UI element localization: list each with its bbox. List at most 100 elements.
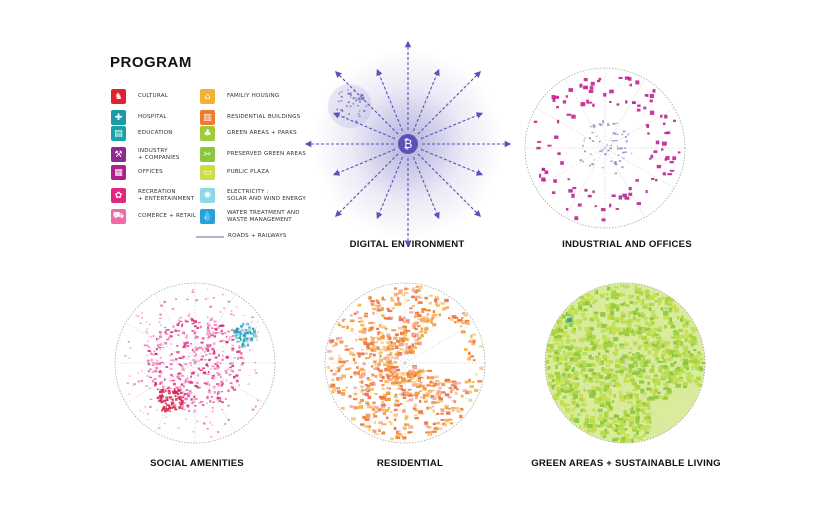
building-block xyxy=(601,323,608,329)
building-block xyxy=(623,301,626,306)
building-block xyxy=(360,423,365,426)
building-block xyxy=(671,336,677,339)
building-block xyxy=(620,371,624,376)
building-block xyxy=(368,296,372,300)
building-block xyxy=(583,78,588,82)
building-block xyxy=(399,384,403,387)
building-block xyxy=(391,367,395,371)
building-block xyxy=(564,362,569,367)
building-block xyxy=(631,438,634,443)
building-block xyxy=(165,399,169,402)
building-block xyxy=(373,360,377,364)
building-block xyxy=(666,317,671,320)
building-block xyxy=(643,364,649,367)
building-block xyxy=(213,335,217,338)
building-block xyxy=(181,396,185,399)
building-block xyxy=(186,380,190,383)
building-block xyxy=(431,400,436,405)
building-block xyxy=(171,359,175,362)
building-block xyxy=(336,377,340,381)
building-block xyxy=(386,346,390,350)
building-block xyxy=(166,396,169,400)
building-block xyxy=(594,298,598,303)
building-block xyxy=(208,399,212,403)
building-block xyxy=(414,342,419,345)
building-block xyxy=(168,336,171,339)
building-block xyxy=(694,340,698,346)
building-block xyxy=(563,402,567,408)
building-block xyxy=(637,104,641,107)
building-block xyxy=(329,384,333,387)
building-block xyxy=(358,320,362,323)
building-block xyxy=(636,431,639,435)
building-block xyxy=(647,403,650,408)
building-block xyxy=(224,398,227,401)
building-block xyxy=(422,387,427,390)
building-block xyxy=(687,359,691,363)
building-block xyxy=(579,296,585,299)
building-block xyxy=(610,144,613,147)
building-block xyxy=(411,288,416,293)
building-block xyxy=(149,398,153,400)
building-block xyxy=(624,379,630,383)
building-block xyxy=(207,391,212,394)
building-block xyxy=(395,399,398,401)
building-block xyxy=(606,373,612,378)
building-block xyxy=(670,371,674,376)
building-block xyxy=(168,392,171,395)
building-block xyxy=(151,380,155,383)
building-block xyxy=(454,391,458,395)
building-block xyxy=(617,147,620,150)
building-block xyxy=(640,330,646,333)
building-block xyxy=(196,335,199,338)
building-block xyxy=(358,406,364,409)
building-block xyxy=(374,433,379,435)
building-block xyxy=(632,354,637,360)
building-block xyxy=(635,307,639,312)
building-block xyxy=(360,319,364,324)
building-block xyxy=(172,398,174,401)
building-block xyxy=(643,428,647,432)
building-block xyxy=(590,415,596,420)
social-amenities-diagram xyxy=(114,282,276,444)
building-block xyxy=(663,310,669,316)
building-block xyxy=(682,351,686,355)
building-block xyxy=(193,354,196,358)
building-block xyxy=(209,421,212,424)
building-block xyxy=(616,103,620,106)
building-block xyxy=(594,376,599,380)
building-block xyxy=(388,379,392,382)
building-block xyxy=(409,311,414,314)
building-block xyxy=(419,318,425,322)
building-block xyxy=(398,434,403,437)
building-block xyxy=(199,401,204,403)
building-block xyxy=(625,140,628,143)
building-block xyxy=(387,310,393,313)
building-block xyxy=(257,320,259,323)
building-block xyxy=(652,89,656,93)
building-block xyxy=(393,408,398,412)
building-block xyxy=(371,345,377,349)
building-block xyxy=(620,425,624,428)
building-block xyxy=(599,293,605,299)
building-block xyxy=(213,351,216,354)
building-cluster xyxy=(336,89,368,123)
building-block xyxy=(207,316,209,319)
building-block xyxy=(248,327,251,330)
building-block xyxy=(587,335,592,339)
building-block xyxy=(589,86,594,90)
building-block xyxy=(593,344,598,348)
building-block xyxy=(628,367,633,373)
building-block xyxy=(151,364,155,367)
building-block xyxy=(394,394,398,398)
building-block xyxy=(567,178,570,181)
building-block xyxy=(341,364,345,367)
building-block xyxy=(620,311,625,315)
building-block xyxy=(137,380,140,383)
building-block xyxy=(459,414,463,419)
building-block xyxy=(171,396,174,398)
building-cluster xyxy=(326,285,484,441)
building-block xyxy=(621,320,626,324)
building-block xyxy=(381,376,385,380)
building-block xyxy=(570,374,576,378)
